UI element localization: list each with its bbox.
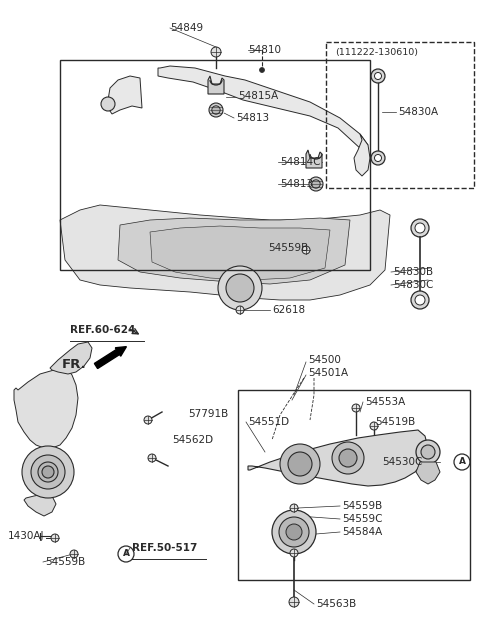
Polygon shape (14, 368, 78, 448)
Circle shape (279, 517, 309, 547)
Circle shape (148, 454, 156, 462)
Circle shape (211, 47, 221, 57)
Circle shape (371, 69, 385, 83)
Circle shape (51, 534, 59, 542)
FancyArrow shape (95, 347, 126, 369)
Circle shape (411, 291, 429, 309)
Circle shape (38, 462, 58, 482)
Text: 54562D: 54562D (172, 435, 213, 445)
Polygon shape (354, 134, 370, 176)
Polygon shape (108, 76, 142, 114)
Circle shape (312, 180, 320, 188)
Circle shape (290, 504, 298, 512)
Text: 57791B: 57791B (188, 409, 228, 419)
Text: 54815A: 54815A (238, 91, 278, 101)
Text: 54551D: 54551D (248, 417, 289, 427)
Circle shape (374, 72, 382, 79)
Polygon shape (158, 66, 368, 150)
Polygon shape (60, 205, 390, 300)
Text: A: A (458, 458, 466, 467)
Polygon shape (306, 150, 322, 168)
Text: 54553A: 54553A (365, 397, 405, 407)
Polygon shape (208, 76, 224, 94)
Bar (238, 390, 470, 580)
Text: REF.60-624: REF.60-624 (70, 325, 135, 335)
Text: 54813: 54813 (236, 113, 269, 123)
Bar (326, 42, 474, 188)
Text: 54813: 54813 (280, 179, 313, 189)
Circle shape (280, 444, 320, 484)
Circle shape (218, 266, 262, 310)
Circle shape (272, 510, 316, 554)
Text: 54563B: 54563B (316, 599, 356, 609)
Circle shape (332, 442, 364, 474)
Circle shape (70, 550, 78, 558)
Text: (111222-130610): (111222-130610) (335, 47, 418, 56)
Text: 1430AJ: 1430AJ (8, 531, 45, 541)
Circle shape (416, 440, 440, 464)
Circle shape (101, 97, 115, 111)
Text: 54584A: 54584A (342, 527, 382, 537)
Text: 54500: 54500 (308, 355, 341, 365)
Text: 54559B: 54559B (268, 243, 308, 253)
Text: 54559B: 54559B (45, 557, 85, 567)
Circle shape (286, 524, 302, 540)
Text: A: A (122, 550, 130, 559)
Text: 54559B: 54559B (342, 501, 382, 511)
Circle shape (288, 452, 312, 476)
Text: 54810: 54810 (248, 45, 281, 55)
Text: 54501A: 54501A (308, 368, 348, 378)
Text: 54559C: 54559C (342, 514, 383, 524)
Circle shape (352, 404, 360, 412)
Circle shape (374, 154, 382, 161)
Circle shape (415, 223, 425, 233)
Circle shape (421, 445, 435, 459)
Circle shape (371, 151, 385, 165)
Text: FR.: FR. (62, 358, 87, 371)
Text: 54830C: 54830C (393, 280, 433, 290)
Polygon shape (24, 494, 56, 516)
Text: 54530C: 54530C (382, 457, 422, 467)
Circle shape (370, 422, 378, 430)
Circle shape (289, 597, 299, 607)
Text: 54830A: 54830A (398, 107, 438, 117)
Circle shape (42, 466, 54, 478)
Polygon shape (248, 430, 428, 486)
Circle shape (260, 67, 264, 72)
Circle shape (212, 106, 220, 114)
Text: 62618: 62618 (272, 305, 305, 315)
Circle shape (309, 177, 323, 191)
Circle shape (411, 219, 429, 237)
Text: REF.50-517: REF.50-517 (132, 543, 197, 553)
Text: 54519B: 54519B (375, 417, 415, 427)
Bar (60, 60, 370, 270)
Circle shape (339, 449, 357, 467)
Circle shape (22, 446, 74, 498)
Circle shape (290, 549, 298, 557)
Polygon shape (118, 218, 350, 284)
Polygon shape (50, 342, 92, 374)
Text: 54814C: 54814C (280, 157, 321, 167)
Circle shape (31, 455, 65, 489)
Text: 54849: 54849 (170, 23, 203, 33)
Polygon shape (150, 226, 330, 280)
Circle shape (226, 274, 254, 302)
Circle shape (144, 416, 152, 424)
Text: 54830B: 54830B (393, 267, 433, 277)
Polygon shape (416, 462, 440, 484)
Circle shape (209, 103, 223, 117)
Circle shape (302, 246, 310, 254)
Circle shape (415, 295, 425, 305)
Circle shape (236, 306, 244, 314)
